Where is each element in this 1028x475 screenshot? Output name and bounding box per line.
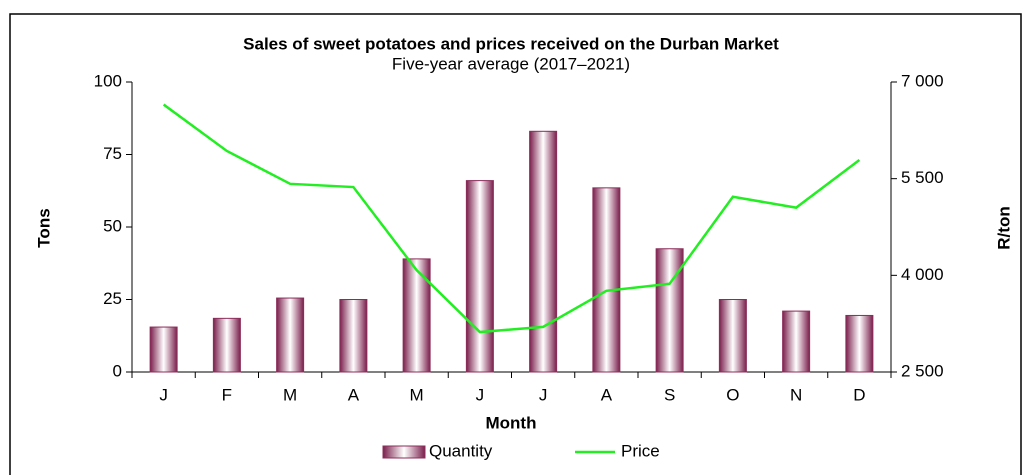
bar xyxy=(592,187,621,373)
y-tick-label: 50 xyxy=(103,216,122,235)
x-tick-label: J xyxy=(539,385,548,404)
bar xyxy=(339,299,368,373)
x-tick-label: O xyxy=(726,385,739,404)
y-tick-label: 0 xyxy=(113,361,122,380)
bar xyxy=(655,248,684,373)
bar xyxy=(465,180,494,373)
bar xyxy=(782,310,811,373)
legend-label: Price xyxy=(621,441,660,460)
bar xyxy=(276,297,305,373)
y2-tick-label: 7 000 xyxy=(901,71,944,90)
y2-axis-label: R/ton xyxy=(994,206,1013,249)
x-tick-label: J xyxy=(159,385,168,404)
x-tick-label: A xyxy=(348,385,360,404)
x-tick-label: M xyxy=(410,385,424,404)
bar xyxy=(402,258,431,373)
y-tick-label: 100 xyxy=(94,71,122,90)
y-axis-label: Tons xyxy=(34,208,53,247)
bar xyxy=(845,314,874,373)
y2-tick-label: 2 500 xyxy=(901,361,944,380)
x-tick-label: N xyxy=(790,385,802,404)
x-tick-label: S xyxy=(664,385,675,404)
x-tick-label: F xyxy=(222,385,232,404)
bar xyxy=(149,326,178,373)
chart-frame xyxy=(9,13,1022,475)
y2-tick-label: 4 000 xyxy=(901,265,944,284)
legend-swatch xyxy=(382,445,426,459)
price-line xyxy=(162,103,861,334)
bar xyxy=(718,299,747,373)
bar xyxy=(212,317,241,373)
x-tick-label: A xyxy=(601,385,613,404)
chart-subtitle: Five-year average (2017–2021) xyxy=(392,54,630,73)
y-tick-label: 75 xyxy=(103,144,122,163)
x-axis-label: Month xyxy=(486,413,537,432)
x-tick-label: M xyxy=(283,385,297,404)
y2-tick-label: 5 500 xyxy=(901,168,944,187)
chart-title: Sales of sweet potatoes and prices recei… xyxy=(243,34,779,53)
x-tick-label: J xyxy=(476,385,485,404)
bar xyxy=(529,130,558,373)
x-tick-label: D xyxy=(853,385,865,404)
y-tick-label: 25 xyxy=(103,289,122,308)
legend-label: Quantity xyxy=(429,441,493,460)
